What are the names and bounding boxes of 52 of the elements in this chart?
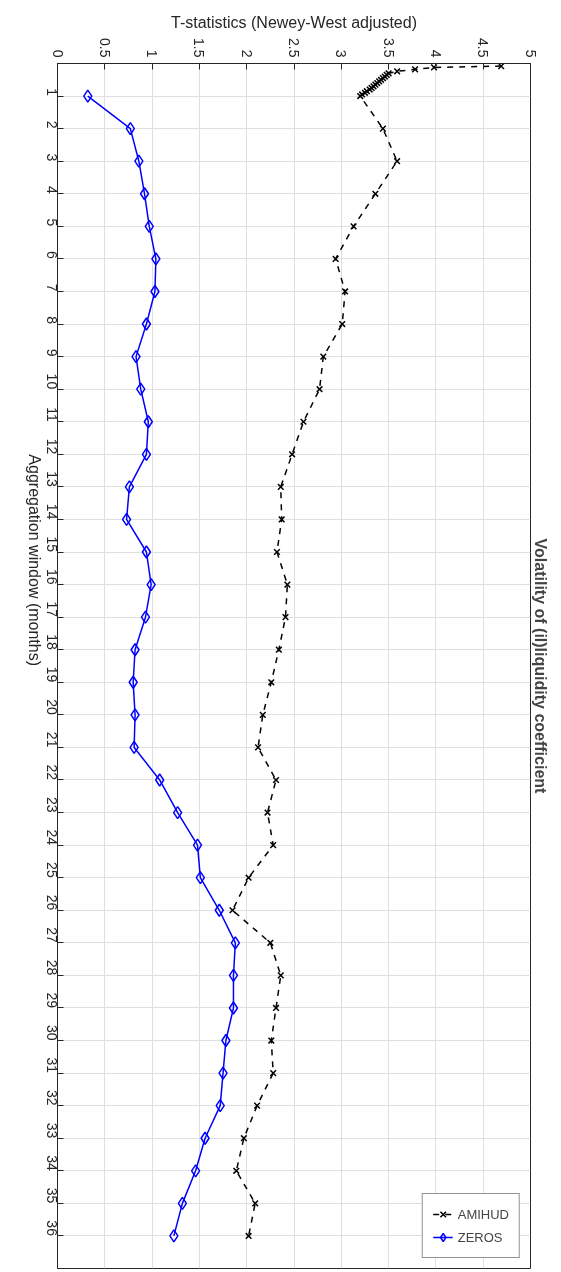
- legend-label: AMIHUD: [457, 1206, 509, 1222]
- x-tick-label: 4: [427, 49, 444, 58]
- y-tick-label: 16: [43, 569, 60, 585]
- x-tick-label: 1.5: [191, 38, 208, 58]
- y-tick-label: 1: [43, 88, 60, 97]
- y-tick-label: 3: [43, 153, 60, 162]
- y-tick-label: 5: [43, 218, 60, 227]
- y-tick-label: 24: [43, 829, 60, 846]
- x-tick-label: 2: [238, 49, 255, 58]
- y-tick-label: 35: [43, 1187, 60, 1204]
- x-tick-label: 3.5: [380, 38, 397, 58]
- y-tick-label: 14: [43, 503, 60, 520]
- x-tick-label: 0: [49, 49, 66, 58]
- x-tick-label: 2.5: [286, 38, 302, 58]
- y-tick-label: 7: [43, 283, 60, 292]
- x-tick-label: 1: [144, 49, 161, 58]
- x-tick-label: 0.5: [96, 38, 113, 58]
- y-tick-label: 30: [43, 1024, 60, 1041]
- y-tick-label: 11: [43, 407, 60, 422]
- y-tick-label: 17: [43, 601, 60, 618]
- y-tick-label: 12: [43, 438, 60, 455]
- y-tick-label: 34: [43, 1155, 60, 1172]
- y-tick-label: 26: [43, 894, 60, 911]
- x-tick-label: 4.5: [475, 38, 492, 58]
- y-tick-label: 9: [43, 348, 60, 357]
- legend-label: ZEROS: [457, 1229, 503, 1245]
- y-tick-label: 28: [43, 959, 60, 976]
- text: Volatility of (il)liquidity coefficient: [531, 538, 549, 795]
- y-tick-label: 15: [43, 536, 60, 553]
- y-tick-label: 2: [43, 120, 60, 129]
- y-tick-label: 13: [43, 471, 60, 488]
- y-tick-label: 10: [43, 373, 60, 390]
- y-tick-label: 22: [43, 764, 60, 781]
- y-tick-label: 31: [43, 1057, 60, 1074]
- y-tick-label: 18: [43, 634, 60, 650]
- y-axis-title: Aggregation window (months): [26, 454, 43, 667]
- y-tick-label: 32: [43, 1090, 60, 1106]
- y-tick-label: 21: [43, 731, 60, 748]
- y-tick-label: 6: [43, 251, 60, 260]
- y-tick-label: 25: [43, 862, 60, 878]
- y-tick-label: 8: [43, 316, 60, 325]
- x-axis-title: T-statistics (Newey-West adjusted): [171, 14, 417, 32]
- y-tick-label: 36: [43, 1220, 60, 1237]
- y-tick-label: 27: [43, 927, 60, 944]
- y-tick-label: 20: [43, 699, 60, 716]
- x-tick-label: 3: [333, 49, 350, 58]
- y-tick-label: 33: [43, 1122, 60, 1139]
- x-tick-label: 5: [522, 49, 539, 58]
- y-tick-label: 19: [43, 666, 60, 683]
- y-tick-label: 29: [43, 992, 60, 1009]
- y-tick-label: 23: [43, 796, 60, 813]
- y-tick-label: 4: [43, 185, 60, 194]
